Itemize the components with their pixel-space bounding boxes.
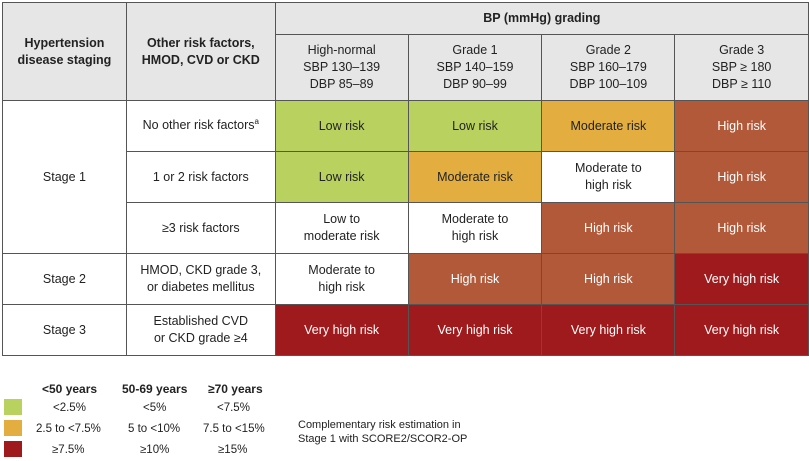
legend-swatch-green [4, 399, 22, 415]
stage-2-label: Stage 2 [2, 253, 127, 305]
legend-swatch-red [4, 441, 22, 457]
legend-value: ≥10% [140, 444, 170, 456]
header-staging: Hypertension disease staging [2, 2, 127, 101]
risk-cell: Moderate to high risk [541, 151, 676, 203]
risk-factor-label: 1 or 2 risk factors [125, 151, 276, 203]
risk-cell: Moderate risk [407, 151, 543, 203]
risk-cell: Low risk [274, 100, 409, 152]
risk-cell: Very high risk [274, 304, 409, 356]
risk-factor-label: HMOD, CKD grade 3, or diabetes mellitus [125, 253, 276, 305]
risk-cell: Very high risk [407, 304, 543, 356]
risk-cell: Low risk [274, 151, 409, 203]
risk-cell: Very high risk [674, 253, 809, 305]
risk-cell: High risk [407, 253, 543, 305]
risk-factor-label: ≥3 risk factors [125, 202, 276, 254]
risk-table: Hypertension disease staging Other risk … [2, 2, 809, 356]
stage-1-label: Stage 1 [2, 100, 127, 254]
grade-high-normal: High-normal SBP 130–139 DBP 85–89 [274, 34, 409, 101]
legend-note: Complementary risk estimation in Stage 1… [298, 419, 468, 446]
risk-cell: High risk [674, 100, 809, 152]
risk-cell: Very high risk [541, 304, 676, 356]
legend-col-70-plus: ≥70 years [208, 382, 263, 396]
grade-3: Grade 3 SBP ≥ 180 DBP ≥ 110 [674, 34, 809, 101]
legend-value: ≥15% [218, 444, 248, 456]
header-factors: Other risk factors, HMOD, CVD or CKD [125, 2, 276, 101]
risk-cell: High risk [674, 202, 809, 254]
risk-cell: High risk [541, 253, 676, 305]
risk-factor-label: No other risk factorsa [125, 100, 276, 152]
risk-cell: Moderate risk [541, 100, 676, 152]
grade-1: Grade 1 SBP 140–159 DBP 90–99 [407, 34, 543, 101]
legend-value: 5 to <10% [128, 423, 181, 435]
score-legend: <50 years 50-69 years ≥70 years <2.5% <5… [0, 378, 809, 461]
stage-3-label: Stage 3 [2, 304, 127, 356]
risk-factor-label: Established CVD or CKD grade ≥4 [125, 304, 276, 356]
legend-value: <7.5% [217, 402, 250, 414]
risk-cell: Moderate to high risk [407, 202, 543, 254]
legend-value: ≥7.5% [52, 444, 85, 456]
risk-cell: Low risk [407, 100, 543, 152]
risk-cell: Low to moderate risk [274, 202, 409, 254]
legend-value: 7.5 to <15% [203, 423, 265, 435]
legend-value: 2.5 to <7.5% [36, 423, 101, 435]
legend-col-50-69: 50-69 years [122, 382, 188, 396]
legend-swatch-orange [4, 420, 22, 436]
risk-cell: High risk [674, 151, 809, 203]
grade-2: Grade 2 SBP 160–179 DBP 100–109 [541, 34, 676, 101]
legend-col-under-50: <50 years [42, 382, 98, 396]
risk-cell: Very high risk [674, 304, 809, 356]
legend-value: <5% [143, 402, 167, 414]
risk-cell: High risk [541, 202, 676, 254]
risk-cell: Moderate to high risk [274, 253, 409, 305]
header-bp-grading: BP (mmHg) grading [274, 2, 809, 35]
legend-value: <2.5% [53, 402, 86, 414]
